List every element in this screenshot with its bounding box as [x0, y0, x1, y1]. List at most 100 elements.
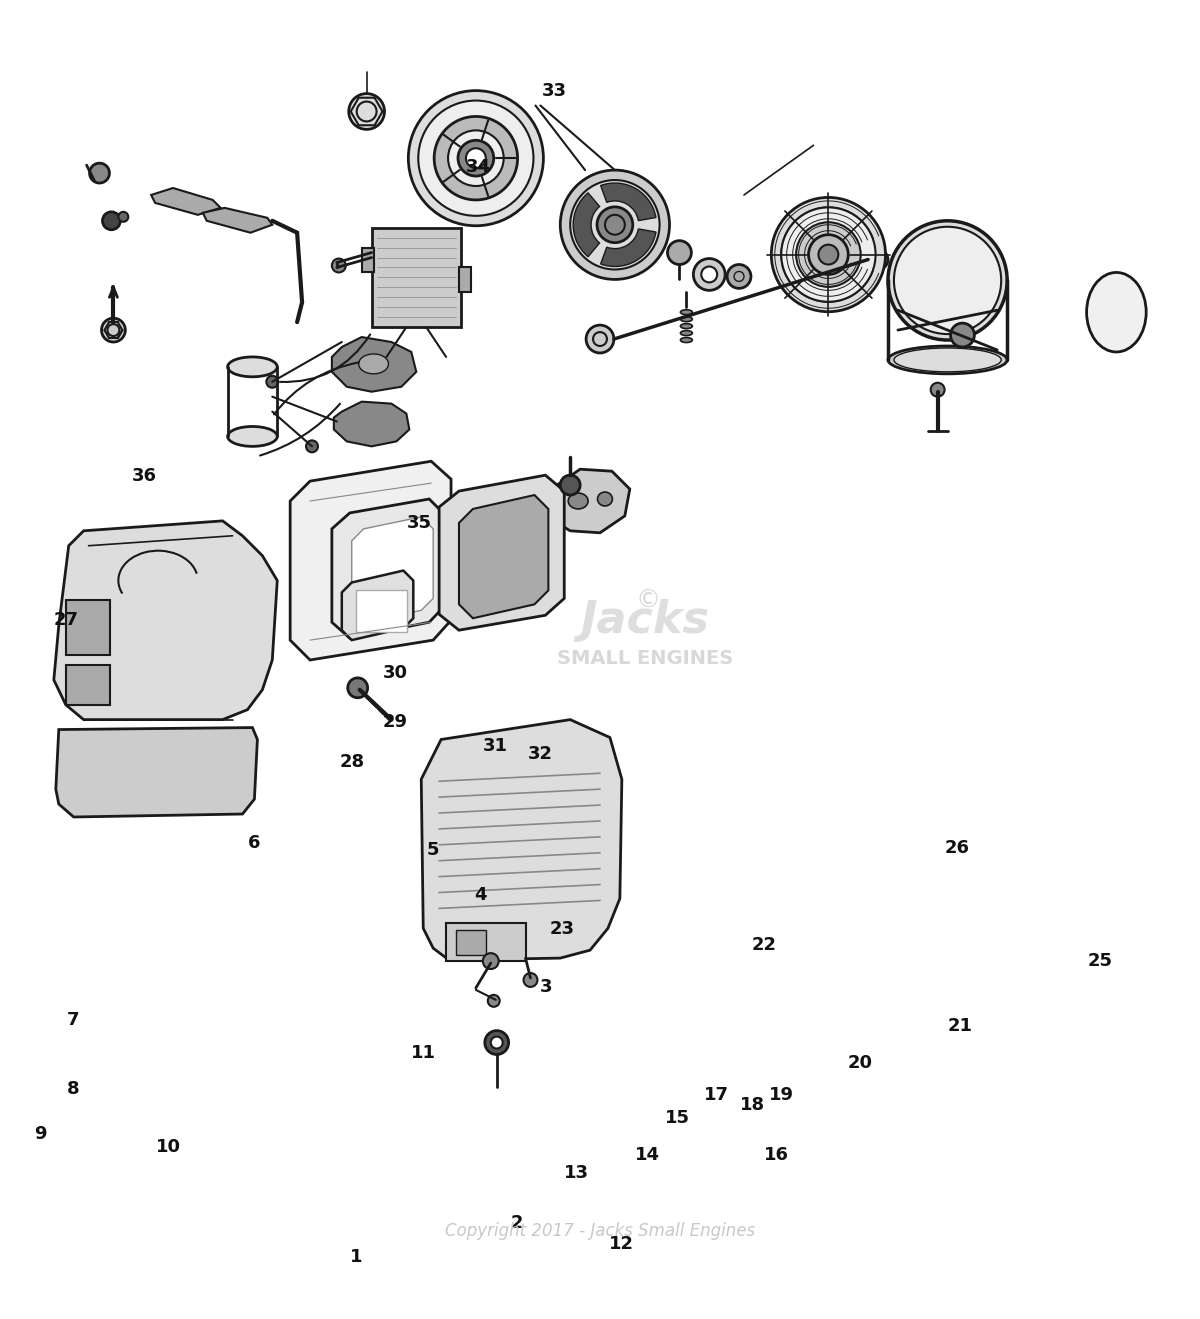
Bar — [446, 923, 526, 962]
Circle shape — [306, 441, 318, 452]
Circle shape — [434, 116, 517, 200]
Ellipse shape — [680, 317, 692, 322]
Bar — [458, 268, 470, 293]
Text: 16: 16 — [764, 1146, 788, 1163]
Polygon shape — [332, 499, 445, 638]
Text: 5: 5 — [427, 840, 439, 859]
Text: 27: 27 — [54, 611, 79, 629]
Polygon shape — [334, 402, 409, 446]
Text: ©: © — [635, 588, 660, 612]
Circle shape — [523, 973, 538, 987]
Text: 9: 9 — [34, 1125, 46, 1144]
Ellipse shape — [772, 198, 886, 311]
Text: 11: 11 — [412, 1043, 436, 1062]
Circle shape — [419, 100, 534, 216]
Text: 12: 12 — [608, 1235, 634, 1253]
Text: 21: 21 — [947, 1017, 972, 1035]
Polygon shape — [56, 728, 257, 816]
Ellipse shape — [796, 223, 860, 286]
Text: 26: 26 — [946, 839, 970, 857]
Bar — [66, 600, 110, 656]
Polygon shape — [421, 720, 622, 960]
Text: 30: 30 — [383, 663, 408, 682]
Circle shape — [491, 1037, 503, 1049]
Wedge shape — [601, 230, 656, 266]
Text: 28: 28 — [340, 753, 365, 770]
Ellipse shape — [228, 357, 277, 377]
Ellipse shape — [894, 348, 1001, 372]
Wedge shape — [601, 183, 656, 220]
Ellipse shape — [359, 353, 389, 373]
Circle shape — [727, 265, 751, 289]
Circle shape — [349, 94, 384, 129]
Circle shape — [950, 323, 974, 347]
Circle shape — [466, 148, 486, 168]
Bar — [372, 228, 461, 327]
Wedge shape — [574, 193, 600, 257]
Text: 33: 33 — [542, 82, 568, 100]
Text: 22: 22 — [752, 936, 776, 954]
Text: 18: 18 — [740, 1096, 766, 1115]
Text: 32: 32 — [528, 745, 553, 762]
Polygon shape — [439, 475, 564, 630]
Circle shape — [487, 995, 499, 1006]
Circle shape — [560, 170, 670, 280]
Circle shape — [667, 240, 691, 265]
Circle shape — [586, 324, 614, 353]
Text: 34: 34 — [466, 158, 491, 175]
Text: 15: 15 — [665, 1109, 690, 1128]
Circle shape — [482, 954, 499, 969]
Text: 6: 6 — [248, 834, 260, 852]
Ellipse shape — [569, 493, 588, 509]
Circle shape — [90, 164, 109, 183]
Polygon shape — [54, 521, 277, 720]
Circle shape — [701, 266, 718, 282]
Bar — [456, 930, 486, 955]
Text: 13: 13 — [564, 1165, 589, 1182]
Circle shape — [598, 207, 632, 243]
Ellipse shape — [894, 227, 1001, 334]
Polygon shape — [203, 208, 272, 232]
Text: 2: 2 — [510, 1213, 523, 1232]
Text: SMALL ENGINES: SMALL ENGINES — [557, 649, 733, 667]
Text: 25: 25 — [1088, 952, 1114, 969]
Bar — [355, 591, 407, 632]
Text: 3: 3 — [540, 979, 553, 996]
Polygon shape — [332, 338, 416, 392]
Ellipse shape — [680, 310, 692, 315]
Text: 31: 31 — [482, 737, 508, 754]
Text: Jacks: Jacks — [580, 599, 709, 642]
Circle shape — [266, 376, 278, 388]
Circle shape — [458, 140, 493, 175]
Circle shape — [119, 212, 128, 222]
Ellipse shape — [1086, 273, 1146, 352]
Text: 8: 8 — [67, 1080, 79, 1099]
Circle shape — [868, 249, 888, 269]
Ellipse shape — [809, 235, 848, 274]
Polygon shape — [151, 189, 221, 215]
Polygon shape — [545, 470, 630, 533]
Text: 17: 17 — [704, 1086, 730, 1104]
Polygon shape — [458, 495, 548, 619]
Circle shape — [694, 259, 725, 290]
Polygon shape — [290, 462, 451, 660]
Text: 20: 20 — [847, 1054, 872, 1072]
Text: 4: 4 — [474, 886, 487, 905]
Ellipse shape — [680, 338, 692, 343]
Polygon shape — [352, 517, 433, 623]
Text: 10: 10 — [156, 1138, 181, 1155]
Ellipse shape — [781, 207, 876, 302]
Circle shape — [570, 181, 660, 269]
Bar — [361, 248, 373, 273]
Ellipse shape — [680, 331, 692, 335]
Polygon shape — [342, 571, 413, 640]
Text: 1: 1 — [349, 1248, 362, 1266]
Circle shape — [102, 212, 120, 230]
Ellipse shape — [818, 244, 839, 265]
Circle shape — [448, 131, 504, 186]
Circle shape — [931, 383, 944, 397]
Ellipse shape — [228, 426, 277, 446]
Text: Copyright 2017 - Jacks Small Engines: Copyright 2017 - Jacks Small Engines — [445, 1223, 755, 1240]
Ellipse shape — [680, 323, 692, 328]
Circle shape — [485, 1030, 509, 1054]
